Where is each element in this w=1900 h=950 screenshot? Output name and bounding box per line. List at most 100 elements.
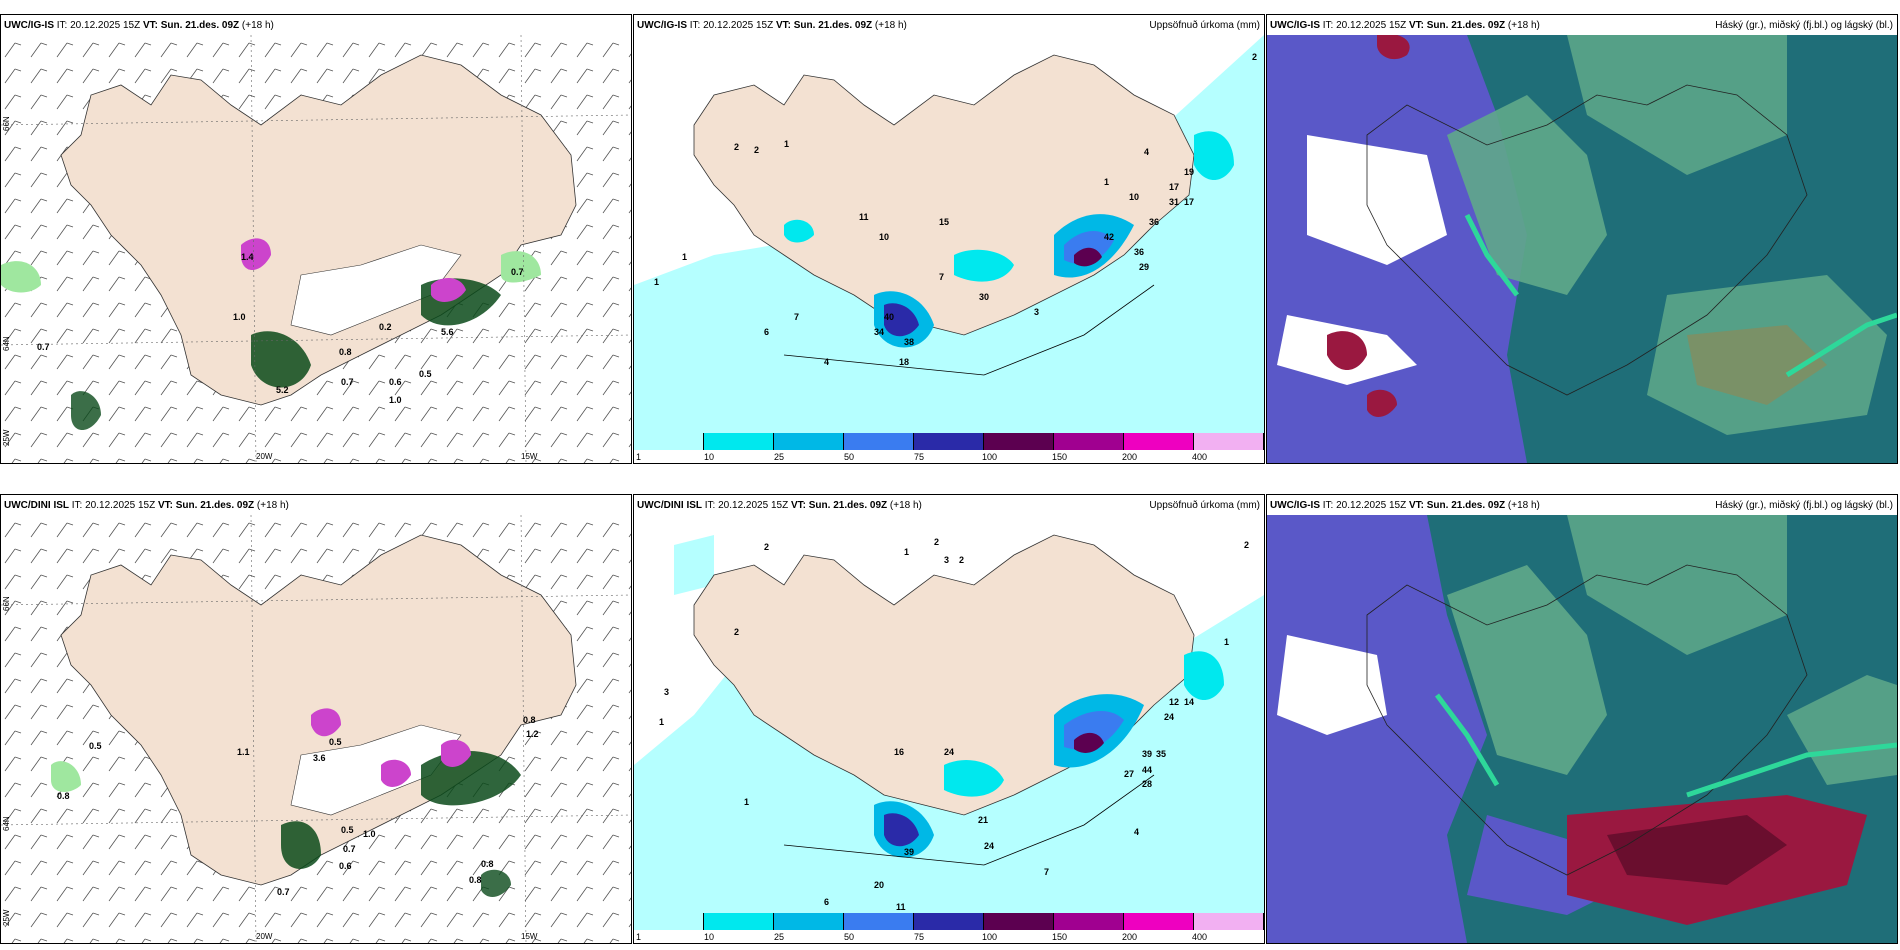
wind-label: 1.0 [363,829,376,839]
colorbar-tick: 400 [1192,932,1208,942]
precip-label: 4 [1144,147,1149,157]
precip-label: 36 [1134,247,1144,257]
precip-label: 24 [984,841,994,851]
lon-label: 25W [2,909,11,926]
colorbar-tick: 400 [1192,452,1208,462]
precip-label: 3 [664,687,669,697]
colorbar-tick: 50 [844,452,855,462]
precip-label: 1 [784,139,789,149]
precip-label: 17 [1184,197,1194,207]
wind-label: 5.6 [441,327,454,337]
precip-title: Uppsöfnuð úrkoma (mm) [1149,500,1260,511]
colorbar-tick: 75 [914,932,925,942]
precip-label: 2 [734,627,739,637]
precip-map: 2 3 2 1 16 24 12 14 24 39 35 44 28 27 21… [634,515,1264,915]
lat-label: 64N [2,336,11,351]
panel-header: UWC/IG-IS IT: 20.12.2025 15Z VT: Sun. 21… [1270,500,1540,511]
panel-header: UWC/IG-IS IT: 20.12.2025 15Z VT: Sun. 21… [637,20,907,31]
cloud-panel-dini: UWC/IG-IS IT: 20.12.2025 15Z VT: Sun. 21… [1266,494,1898,944]
wind-label: 0.8 [523,715,536,725]
precip-label: 11 [896,902,906,912]
iceland-land [60,54,577,406]
colorbar-tick: 200 [1122,932,1138,942]
cloud-title: Háský (gr.), miðský (fj.bl.) og lágský (… [1715,500,1893,511]
precip-label: 1 [682,252,687,262]
colorbar-swatch [634,433,704,450]
colorbar-tick: 25 [774,932,785,942]
colorbar-swatch [634,913,704,930]
precip-label: 39 [904,847,914,857]
precip-colorbar: 1 10 25 50 75 100 150 200 400 [634,433,1264,462]
colorbar-swatch [1194,433,1264,450]
wind-label: 0.5 [419,369,432,379]
panel-header: UWC/DINI ISL IT: 20.12.2025 15Z VT: Sun.… [637,500,922,511]
colorbar-tick: 10 [704,932,715,942]
precip-label: 40 [884,312,894,322]
wind-label: 1.1 [237,747,250,757]
wind-map: 0.5 0.8 1.1 0.5 3.6 0.5 1.0 0.7 0.6 0.8 … [1,515,631,943]
precip-label: 11 [859,212,869,222]
wind-label: 0.7 [341,377,354,387]
colorbar-swatch [914,913,984,930]
precip-label: 17 [1169,182,1179,192]
panel-header: UWC/IG-IS IT: 20.12.2025 15Z VT: Sun. 21… [4,20,274,31]
colorbar-swatch [914,433,984,450]
precip-label: 27 [1124,769,1134,779]
colorbar-swatch [984,913,1054,930]
precip-panel-dini: UWC/DINI ISL IT: 20.12.2025 15Z VT: Sun.… [633,494,1265,944]
precip-label: 28 [1142,779,1152,789]
colorbar-tick: 75 [914,452,925,462]
colorbar-tick: 10 [704,452,715,462]
wind-label: 0.5 [329,737,342,747]
panel-header: UWC/IG-IS IT: 20.12.2025 15Z VT: Sun. 21… [1270,20,1540,31]
wind-panel-igis: UWC/IG-IS IT: 20.12.2025 15Z VT: Sun. 21… [0,14,632,464]
colorbar-swatch [844,433,914,450]
lon-label: 25W [2,429,11,446]
wind-label: 0.7 [511,267,524,277]
colorbar-swatch [774,433,844,450]
cloud-title: Háský (gr.), miðský (fj.bl.) og lágský (… [1715,20,1893,31]
precip-label: 2 [1244,540,1249,550]
precip-label: 2 [754,145,759,155]
precip-label: 36 [1149,217,1159,227]
colorbar-swatch [704,913,774,930]
colorbar-tick: 1 [636,932,642,942]
wind-label: 0.8 [481,859,494,869]
wind-label: 0.7 [37,342,50,352]
precip-label: 44 [1142,765,1152,775]
wind-label: 0.6 [339,861,352,871]
precip-label: 2 [764,542,769,552]
precip-label: 4 [1134,827,1139,837]
precip-label: 7 [794,312,799,322]
cloud-panel-igis: UWC/IG-IS IT: 20.12.2025 15Z VT: Sun. 21… [1266,14,1898,464]
colorbar-tick: 100 [982,452,998,462]
wind-label: 1.2 [526,729,539,739]
precip-label: 2 [934,537,939,547]
precip-label: 3 [1034,307,1039,317]
colorbar-tick: 25 [774,452,785,462]
precip-label: 2 [959,555,964,565]
colorbar-tick: 50 [844,932,855,942]
precip-label: 1 [1104,177,1109,187]
colorbar-tick: 1 [636,452,642,462]
wind-label: 3.6 [313,753,326,763]
precip-label: 1 [744,797,749,807]
precip-label: 2 [734,142,739,152]
lon-label: 15W [521,932,538,941]
precip-label: 6 [824,897,829,907]
lat-label: 66N [2,596,11,611]
precip-label: 2 [1252,52,1257,62]
wind-label: 0.5 [89,741,102,751]
wind-label: 5.2 [276,385,289,395]
colorbar-swatch [1124,433,1194,450]
precip-label: 29 [1139,262,1149,272]
colorbar-tick: 200 [1122,452,1138,462]
colorbar-swatch [1194,913,1264,930]
precip-label: 1 [904,547,909,557]
precip-map: 2 2 1 1 1 7 11 15 10 19 17 31 17 36 36 2… [634,35,1264,435]
cloud-map [1267,35,1897,463]
precip-label: 1 [659,717,664,727]
precip-label: 38 [904,337,914,347]
precip-label: 39 [1142,749,1152,759]
wind-label: 0.7 [343,844,356,854]
